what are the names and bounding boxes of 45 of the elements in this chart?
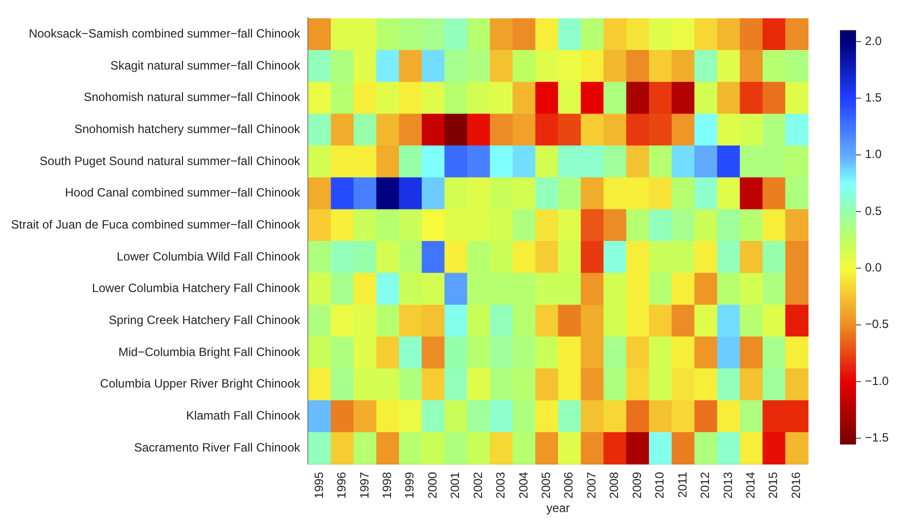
x-tick-label: 1998 <box>380 472 394 499</box>
y-tick-label: Klamath Fall Chinook <box>186 408 302 422</box>
x-tick-label: 2009 <box>630 472 644 499</box>
y-tick-label: Nooksack−Samish combined summer−fall Chinook <box>28 26 302 40</box>
x-axis-title: year <box>546 501 570 516</box>
x-tick-label: 2004 <box>516 472 530 499</box>
y-tick-label: Snohomish natural summer−fall Chinook <box>84 90 302 104</box>
x-tick-label: 1995 <box>312 472 326 499</box>
y-tick-label: Lower Columbia Wild Fall Chinook <box>116 249 302 264</box>
y-tick-label: South Puget Sound natural summer−fall Chinook <box>40 154 302 168</box>
x-tick-label: 2012 <box>698 472 712 499</box>
x-tick-label: 2011 <box>675 472 690 498</box>
y-tick-label: Skagit natural summer−fall Chinook <box>110 58 302 72</box>
x-tick-label: 2005 <box>539 472 554 499</box>
x-tick-label: 2008 <box>607 472 622 499</box>
y-tick-label: Snohomish hatchery summer−fall Chinook <box>74 122 302 136</box>
color-bar-label: −1.5 <box>865 430 890 445</box>
x-tick-label: 2013 <box>720 472 735 499</box>
color-bar-label: −0.5 <box>865 317 890 332</box>
y-tick-label: Lower Columbia Hatchery Fall Chinook <box>92 281 302 296</box>
x-tick-label: 2015 <box>766 472 780 499</box>
x-tick-label: 2006 <box>562 472 576 499</box>
x-tick-label: 2003 <box>494 472 508 499</box>
y-tick-label: Hood Canal combined summer−fall Chinook <box>65 186 302 200</box>
color-bar-label: 2.0 <box>865 34 882 48</box>
y-tick-label: Mid−Columbia Bright Fall Chinook <box>118 344 302 359</box>
color-bar-label: 1.0 <box>865 147 882 162</box>
y-tick-label: Strait of Juan de Fuca combined summer−fall Chinook <box>10 217 302 232</box>
y-tick-label: Sacramento River Fall Chinook <box>134 440 302 454</box>
x-tick-label: 1996 <box>334 472 349 499</box>
x-tick-label: 1999 <box>402 472 417 499</box>
y-tick-label: Columbia Upper River Bright Chinook <box>100 376 302 391</box>
x-tick-label: 2016 <box>788 472 803 499</box>
color-bar-label: 0.0 <box>865 260 882 275</box>
x-tick-label: 2007 <box>584 472 598 499</box>
color-bar-label: −1.0 <box>865 374 890 388</box>
x-tick-label: 2010 <box>652 472 667 499</box>
color-bar-label: 1.5 <box>865 90 882 105</box>
x-tick-label: 2014 <box>744 472 758 499</box>
y-tick-label: Spring Creek Hatchery Fall Chinook <box>108 312 302 327</box>
x-tick-label: 2001 <box>448 472 462 499</box>
x-tick-label: 2000 <box>425 472 440 499</box>
x-tick-label: 1997 <box>357 472 372 499</box>
color-bar-label: 0.5 <box>865 204 882 218</box>
x-tick-label: 2002 <box>470 472 485 499</box>
